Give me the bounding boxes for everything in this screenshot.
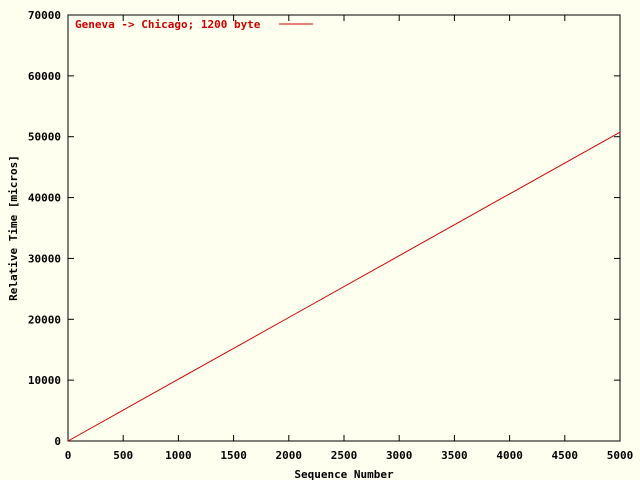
x-tick-label: 4500	[552, 449, 579, 462]
legend-label: Geneva -> Chicago; 1200 byte	[75, 18, 261, 31]
x-tick-label: 3000	[386, 449, 413, 462]
x-tick-label: 1000	[165, 449, 192, 462]
x-tick-label: 500	[113, 449, 133, 462]
x-axis-label: Sequence Number	[294, 468, 394, 480]
y-tick-label: 30000	[28, 252, 61, 265]
legend: Geneva -> Chicago; 1200 byte	[75, 18, 313, 31]
x-tick-label: 3500	[441, 449, 468, 462]
x-tick-label: 2500	[331, 449, 358, 462]
x-tick-label: 4000	[496, 449, 523, 462]
x-tick-label: 5000	[607, 449, 634, 462]
series-layer	[67, 131, 621, 442]
plot-frame	[67, 14, 621, 442]
y-tick-label: 60000	[28, 70, 61, 83]
y-tick-label: 10000	[28, 374, 61, 387]
y-tick-label: 20000	[28, 313, 61, 326]
x-axis-ticks: 0 500 1000 1500 2000 2500 3000 3500 4000 4500 5000	[65, 15, 634, 462]
x-tick-label: 2000	[276, 449, 303, 462]
y-tick-label: 70000	[28, 9, 61, 22]
y-tick-label: 40000	[28, 192, 61, 205]
y-tick-label: 50000	[28, 131, 61, 144]
y-axis-label: Relative Time [micros]	[7, 155, 20, 301]
x-tick-label: 0	[65, 449, 72, 462]
x-tick-label: 1500	[220, 449, 247, 462]
y-tick-label: 0	[54, 435, 61, 448]
series-line	[67, 131, 621, 442]
y-axis-ticks: 0 10000 20000 30000 40000 50000 60000 70000	[28, 9, 620, 448]
